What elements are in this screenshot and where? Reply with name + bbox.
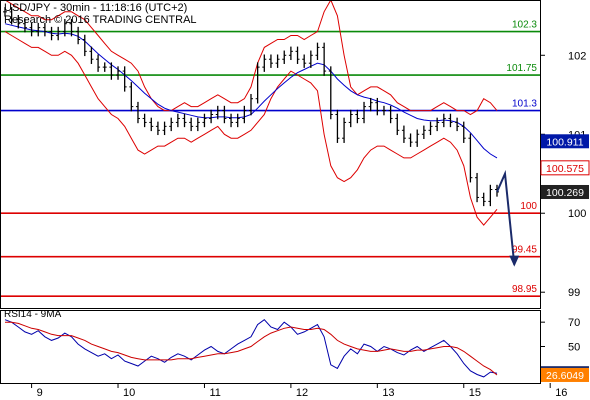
rsi-ma-line [5, 321, 498, 376]
price-y-tick-label: 99 [568, 287, 580, 299]
moving-average [4, 23, 498, 159]
level-label: 99.45 [512, 245, 537, 256]
lower-band-line [4, 31, 498, 226]
chart-copyright: Research © 2016 TRADING CENTRAL [4, 14, 197, 26]
rsi-panel [4, 319, 498, 378]
rsi-title: RSI14 - 9MA [4, 309, 62, 320]
level-label: 101.75 [506, 63, 537, 74]
x-tick-label: 9 [37, 387, 43, 399]
rsi-line [4, 319, 498, 378]
level-label: 100 [520, 201, 537, 212]
level-lines: 102.3 101.75 101.3 100 99.45 98.95 [1, 20, 540, 297]
rsi-value-label-box [541, 367, 589, 382]
projection-line [496, 169, 516, 265]
x-tick-label: 12 [296, 387, 308, 399]
rsi-value-label: 26.6049 [546, 370, 584, 382]
level-label: 102.3 [512, 20, 537, 31]
upper-band-line [4, 0, 498, 116]
value-label: 100.575 [546, 163, 584, 175]
value-label-box [541, 184, 589, 199]
value-label-box [541, 134, 589, 149]
price-y-tick-label: 102 [568, 50, 586, 62]
price-series [3, 7, 499, 207]
level-label: 98.95 [512, 284, 537, 295]
rsi-y-tick-label: 50 [568, 342, 580, 354]
price-y-tick-label: 100 [568, 208, 586, 220]
value-label-box [540, 160, 590, 176]
level-label: 101.3 [512, 99, 537, 110]
moving-average-line [4, 23, 498, 159]
x-tick-label: 10 [123, 387, 135, 399]
x-tick-label: 15 [469, 387, 481, 399]
main-frame [0, 0, 541, 309]
value-label: 100.911 [546, 136, 583, 148]
rsi-y-tick-label: 70 [568, 317, 580, 329]
chart-title: USD/JPY - 30min - 11:18:16 (UTC+2) [4, 2, 188, 14]
x-tick-label: 11 [209, 387, 220, 399]
x-tick-label: 13 [382, 387, 394, 399]
x-tick-label: 16 [555, 387, 567, 399]
value-label: 100.269 [546, 187, 584, 199]
projection-arrow [496, 169, 520, 267]
bollinger-bands [4, 0, 498, 226]
projection-arrowhead [509, 255, 520, 267]
